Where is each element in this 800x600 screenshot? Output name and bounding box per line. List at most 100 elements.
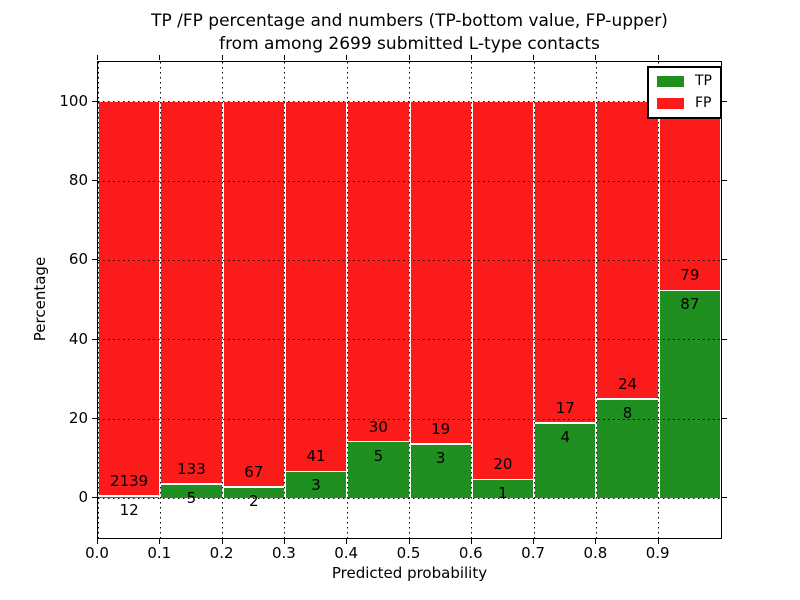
plot-area: 2139 12 133 5 67 2 41 3 30 5 19 3 20 1 17 4 24 8 79 87 TP FP (97, 61, 722, 539)
fp-count-label: 30 (368, 417, 388, 436)
bar-boundary-edge (471, 478, 535, 481)
x-tick-mark (159, 539, 161, 544)
tp-count-label: 8 (622, 404, 633, 423)
legend-swatch (657, 76, 684, 87)
x-tick-mark (470, 539, 472, 544)
x-tick-mark-top (408, 55, 410, 60)
tp-bar-segment (347, 441, 410, 499)
legend: TP FP (647, 66, 721, 119)
tp-count-label: 3 (311, 476, 321, 495)
y-axis-label: Percentage (31, 256, 49, 342)
tp-count-label: 4 (560, 427, 571, 446)
fp-bar-segment (471, 101, 535, 480)
y-tick-mark (92, 418, 97, 419)
tp-bar-segment (534, 422, 597, 499)
bar-boundary-edge (596, 398, 659, 400)
v-gridline (471, 62, 473, 538)
fp-bar-segment (534, 101, 597, 423)
bar-boundary-edge (347, 440, 410, 443)
y-tick-label: 0 (78, 488, 88, 507)
fp-count-label: 19 (431, 420, 451, 439)
x-tick-mark-top (346, 55, 348, 60)
bar-boundary-edge (98, 495, 161, 497)
y-tick-mark (92, 180, 97, 181)
y-tick-mark-right (722, 259, 727, 261)
x-tick-label: 0.0 (85, 544, 109, 562)
chart-title-line1: TP /FP percentage and numbers (TP-bottom… (151, 11, 668, 31)
fp-bar-segment (347, 101, 410, 442)
bar-side-edge (720, 100, 721, 500)
x-tick-mark (408, 539, 410, 544)
y-tick-label: 100 (59, 91, 88, 110)
tp-bar-segment (471, 479, 535, 499)
x-tick-mark (657, 539, 659, 544)
x-tick-mark-top (470, 55, 472, 60)
y-tick-mark (92, 497, 97, 499)
v-gridline (658, 62, 660, 538)
y-tick-label: 80 (68, 171, 88, 189)
fp-count-label: 67 (244, 462, 264, 481)
y-tick-mark-right (722, 497, 727, 499)
y-tick-mark (92, 338, 97, 340)
y-tick-mark-right (722, 100, 727, 102)
x-axis-label: Predicted probability (331, 564, 488, 582)
chart-title: TP /FP percentage and numbers (TP-bottom… (97, 10, 722, 56)
x-tick-mark-top (159, 55, 161, 60)
x-tick-mark (221, 539, 223, 544)
legend-entry: TP (657, 74, 712, 89)
legend-swatch (657, 98, 684, 109)
v-gridline (159, 62, 161, 538)
x-tick-label: 0.3 (271, 544, 296, 562)
x-tick-mark-top (595, 55, 597, 60)
fp-bar-segment (409, 101, 472, 445)
bar-side-edge (98, 100, 99, 500)
tp-bar-segment (409, 444, 472, 499)
tp-bar-segment (222, 486, 285, 499)
fp-bar-segment (98, 101, 161, 497)
fp-count-label: 20 (493, 455, 513, 474)
tp-count-label: 2 (248, 491, 259, 510)
tp-bar-segment (284, 471, 348, 499)
x-tick-mark (97, 539, 98, 544)
v-gridline (346, 62, 348, 538)
v-gridline (98, 62, 99, 538)
v-gridline (222, 62, 224, 538)
y-tick-label: 60 (68, 250, 88, 269)
legend-label: TP (695, 73, 712, 89)
y-tick-mark-right (722, 418, 727, 419)
fp-bar-segment (596, 101, 659, 400)
bar-boundary-edge (160, 483, 223, 485)
legend-label: FP (695, 95, 712, 111)
chart-title-line2: from among 2699 submitted L-type contact… (219, 34, 600, 54)
fp-count-label: 17 (555, 398, 575, 417)
x-tick-mark (283, 539, 285, 544)
tp-count-label: 12 (119, 501, 139, 520)
fp-bar-segment (284, 101, 348, 472)
fp-count-label: 2139 (110, 472, 149, 491)
tp-count-label: 5 (373, 446, 384, 465)
bar-boundary-edge (409, 443, 472, 445)
v-gridline (284, 62, 286, 538)
tp-bar-segment (98, 496, 161, 499)
bar-boundary-edge (284, 470, 348, 473)
tp-count-label: 3 (435, 449, 446, 468)
x-tick-label: 0.9 (645, 544, 670, 562)
tp-count-label: 5 (186, 488, 197, 507)
y-tick-mark (92, 100, 97, 102)
x-tick-label: 0.2 (209, 544, 234, 562)
tp-bar-segment (596, 399, 659, 499)
fp-count-label: 41 (306, 447, 326, 466)
v-gridline (409, 62, 410, 538)
fp-count-label: 133 (177, 459, 206, 478)
x-tick-mark-top (533, 55, 535, 60)
y-tick-mark-right (722, 180, 727, 181)
tp-bar-segment (160, 483, 223, 499)
x-tick-mark (595, 539, 597, 544)
x-tick-mark (533, 539, 535, 544)
tp-count-label: 1 (498, 484, 508, 503)
x-tick-mark-top (657, 55, 659, 60)
y-tick-label: 20 (68, 409, 88, 427)
y-tick-label: 40 (68, 329, 88, 348)
v-gridline (595, 62, 597, 538)
